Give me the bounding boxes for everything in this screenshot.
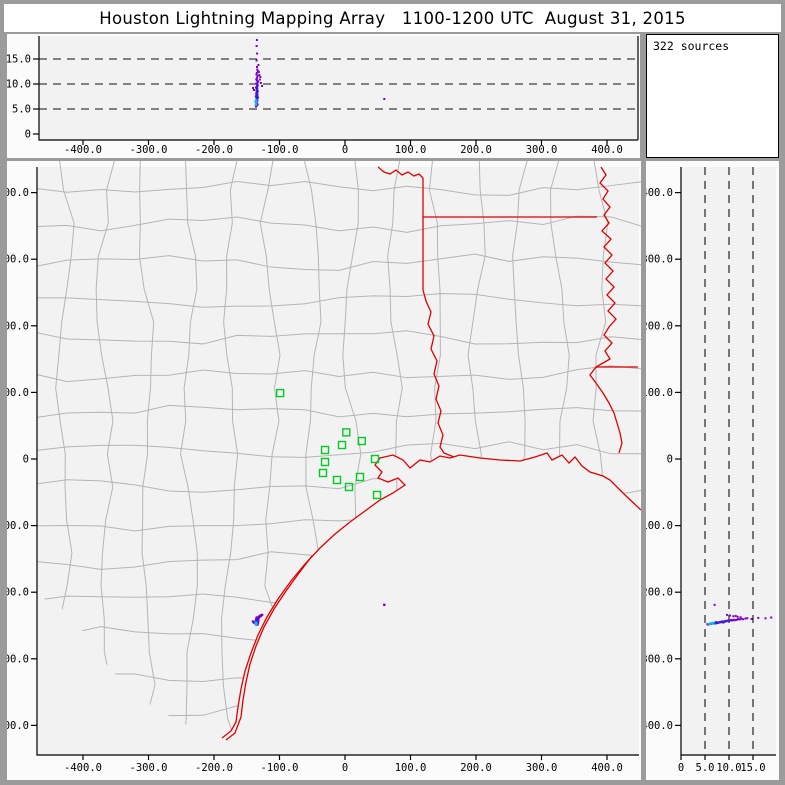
svg-text:400.0: 400.0 (646, 187, 673, 199)
svg-text:200.0: 200.0 (646, 320, 673, 332)
svg-text:-100.0: -100.0 (7, 520, 29, 532)
svg-text:-400.0: -400.0 (64, 144, 102, 156)
svg-text:10.0: 10.0 (716, 762, 741, 774)
svg-text:-200.0: -200.0 (195, 144, 233, 156)
source-count-label: 322 sources (653, 39, 730, 53)
svg-text:-200.0: -200.0 (646, 587, 673, 599)
svg-text:0: 0 (23, 454, 29, 466)
plan-view-axes: -400.0 -300.0 -200.0 -100.0 0 100.0 200.0 300.0… (7, 167, 639, 774)
svg-text:-200.0: -200.0 (195, 762, 233, 774)
svg-text:-300.0: -300.0 (646, 653, 673, 665)
svg-text:400.0: 400.0 (591, 762, 623, 774)
ns-altitude-plot: -400.0 -300.0 -200.0 -100.0 0 100.0 200.0 300.0… (646, 167, 776, 774)
svg-text:100.0: 100.0 (395, 144, 427, 156)
title-bar: Houston Lightning Mapping Array 1100-120… (4, 4, 781, 32)
lma-stations-layer (275, 388, 382, 500)
svg-text:200.0: 200.0 (7, 320, 29, 332)
plan-view-panel: -400.0 -300.0 -200.0 -100.0 0 100.0 200.0 300.0… (7, 161, 641, 780)
svg-text:0: 0 (342, 144, 348, 156)
ns-alt-axes: -400.0 -300.0 -200.0 -100.0 0 100.0 200.0 300.0… (646, 167, 776, 774)
svg-text:200.0: 200.0 (460, 762, 492, 774)
svg-text:300.0: 300.0 (646, 254, 673, 266)
ew-altitude-plot: 0 5.0 10.0 15.0 -400.0 -300.0 -200.0 -100.0 0 100… (7, 36, 639, 156)
svg-text:0: 0 (667, 454, 673, 466)
svg-text:0: 0 (678, 762, 684, 774)
svg-text:15.0: 15.0 (740, 762, 765, 774)
svg-text:0: 0 (25, 129, 31, 141)
source-count-panel: 322 sources (646, 34, 779, 158)
svg-text:0: 0 (342, 762, 348, 774)
svg-text:-300.0: -300.0 (130, 144, 168, 156)
svg-text:-400.0: -400.0 (64, 762, 102, 774)
svg-text:-400.0: -400.0 (7, 720, 29, 732)
svg-text:300.0: 300.0 (7, 254, 29, 266)
ns-alt-sources (706, 603, 773, 626)
plan-view-map: -400.0 -300.0 -200.0 -100.0 0 100.0 200.0 300.0… (7, 161, 641, 774)
svg-text:-200.0: -200.0 (7, 587, 29, 599)
ew-altitude-panel: 0 5.0 10.0 15.0 -400.0 -300.0 -200.0 -100.0 0 100… (7, 34, 640, 158)
svg-text:100.0: 100.0 (646, 387, 673, 399)
svg-text:100.0: 100.0 (7, 387, 29, 399)
svg-text:-100.0: -100.0 (261, 144, 299, 156)
svg-text:5.0: 5.0 (696, 762, 715, 774)
svg-text:300.0: 300.0 (526, 762, 558, 774)
page-title: Houston Lightning Mapping Array 1100-120… (99, 8, 686, 28)
svg-text:100.0: 100.0 (395, 762, 427, 774)
svg-text:400.0: 400.0 (7, 187, 29, 199)
svg-text:5.0: 5.0 (12, 104, 31, 116)
svg-text:10.0: 10.0 (7, 79, 31, 91)
state-borders-layer (221, 166, 641, 741)
plan-view-sources (251, 603, 386, 626)
svg-text:400.0: 400.0 (591, 144, 623, 156)
svg-text:-300.0: -300.0 (7, 653, 29, 665)
ns-alt-gridlines (704, 167, 754, 755)
svg-text:300.0: 300.0 (526, 144, 558, 156)
svg-text:15.0: 15.0 (7, 54, 31, 66)
svg-text:200.0: 200.0 (460, 144, 492, 156)
svg-text:-100.0: -100.0 (646, 520, 673, 532)
ew-alt-gridlines (39, 58, 638, 110)
svg-text:-300.0: -300.0 (130, 762, 168, 774)
svg-text:-400.0: -400.0 (646, 720, 673, 732)
ns-altitude-panel: -400.0 -300.0 -200.0 -100.0 0 100.0 200.0 300.0… (646, 161, 779, 780)
svg-text:-100.0: -100.0 (261, 762, 299, 774)
ew-alt-axes: 0 5.0 10.0 15.0 -400.0 -300.0 -200.0 -100.0 0 100… (7, 36, 639, 156)
ew-alt-sources (252, 39, 386, 108)
